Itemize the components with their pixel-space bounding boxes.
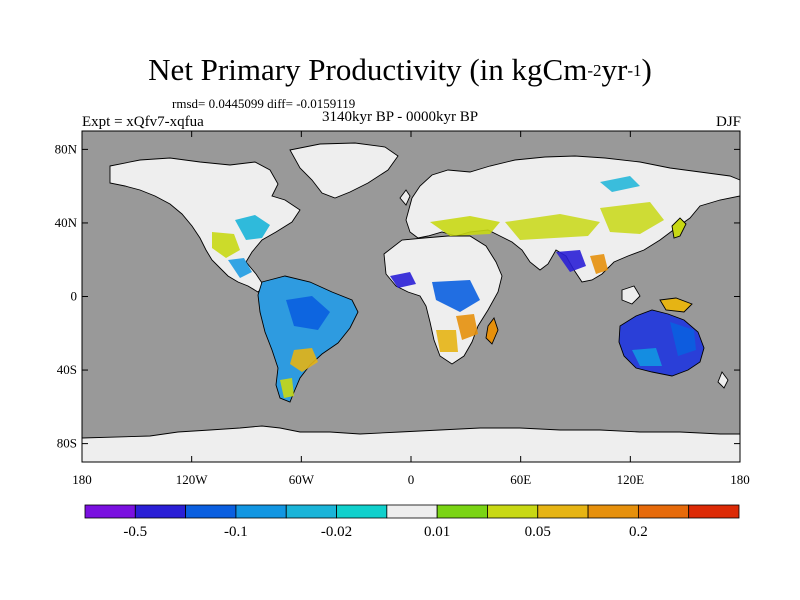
patch-australia-east (670, 322, 696, 356)
land-south-america (257, 275, 359, 403)
land-greenland (289, 142, 399, 199)
patch-india (556, 250, 586, 272)
lon-tick-label: 180 (730, 472, 750, 487)
colorbar-box (134, 504, 187, 519)
lon-tick-label: 180 (72, 472, 92, 487)
patch-central-asia (505, 214, 600, 240)
land-new-zealand (717, 371, 729, 389)
colorbar-box (285, 504, 337, 519)
season-label: DJF (715, 114, 741, 130)
title-text: Net Primary Productivity (in kgCm (148, 52, 588, 87)
land-antarctica (81, 425, 741, 463)
lat-tick-label: 80N (55, 141, 78, 156)
colorbar-box (637, 504, 690, 519)
colorbar: -0.5 -0.1 -0.02 0.01 0.05 0.2 (84, 504, 740, 540)
land-madagascar (485, 317, 499, 345)
land-borneo (621, 285, 641, 305)
land-uk (399, 189, 411, 206)
chart-title: Net Primary Productivity (in kgCm-2yr-1) (0, 52, 800, 88)
land-new-guinea (659, 297, 693, 313)
colorbar-box (336, 504, 388, 519)
colorbar-box (487, 504, 539, 519)
colorbar-box (537, 504, 589, 519)
title-exponent-area: -2 (587, 61, 602, 80)
title-exponent-time: -1 (627, 61, 642, 80)
lat-tick-label: 80S (57, 436, 77, 451)
patch-africa-sahel (390, 272, 416, 288)
land-japan (671, 217, 687, 239)
colorbar-box (386, 504, 438, 519)
lon-tick-label: 60E (510, 472, 531, 487)
patch-amazon (286, 296, 330, 330)
patch-africa-kalahari (436, 330, 458, 352)
colorbar-label: -0.02 (321, 524, 352, 540)
patch-africa-south (456, 314, 478, 340)
colorbar-label: 0.05 (525, 524, 551, 540)
patch-africa-central (432, 280, 480, 312)
patch-se-asia (590, 254, 608, 274)
patch-mexico (228, 258, 252, 278)
colorbar-box (688, 504, 740, 519)
colorbar-box (436, 504, 488, 519)
colorbar-label: -0.1 (224, 524, 248, 540)
axis-ticks: 80N 40N 0 40S 80S 180 120W 60W 0 60E 120E 180 (55, 131, 750, 487)
patch-na-southeast (212, 232, 240, 258)
colorbar-label: 0.01 (424, 524, 450, 540)
experiment-label: Expt = xQfv7-xqfua (82, 114, 204, 130)
colorbar-label: 0.2 (629, 524, 648, 540)
colorbar-box (587, 504, 639, 519)
anomaly-patches (212, 176, 696, 398)
colorbar-label: -0.5 (123, 524, 147, 540)
lon-tick-label: 120E (617, 472, 645, 487)
patch-europe-south (430, 216, 500, 236)
land-north-america (109, 157, 301, 293)
patch-australia-south (632, 348, 662, 366)
lat-tick-label: 0 (71, 289, 78, 304)
lon-tick-label: 0 (408, 472, 415, 487)
patch-na-east (235, 215, 270, 240)
title-unit-year: yr (601, 52, 628, 87)
colorbar-box (235, 504, 287, 519)
lon-tick-label: 120W (176, 472, 209, 487)
patch-china (600, 202, 664, 234)
lat-tick-label: 40N (55, 215, 78, 230)
stats-label: rmsd= 0.0445099 diff= -0.0159119 (172, 96, 356, 111)
patch-sa-south (290, 348, 318, 372)
period-label: 3140kyr BP - 0000kyr BP (322, 109, 479, 125)
lon-tick-label: 60W (289, 472, 315, 487)
colorbar-box (84, 504, 136, 519)
patch-sa-tip (280, 378, 294, 398)
patch-arctic-asia (600, 176, 640, 192)
title-close: ) (641, 52, 652, 87)
colorbar-box (185, 504, 237, 519)
lat-tick-label: 40S (57, 362, 77, 377)
